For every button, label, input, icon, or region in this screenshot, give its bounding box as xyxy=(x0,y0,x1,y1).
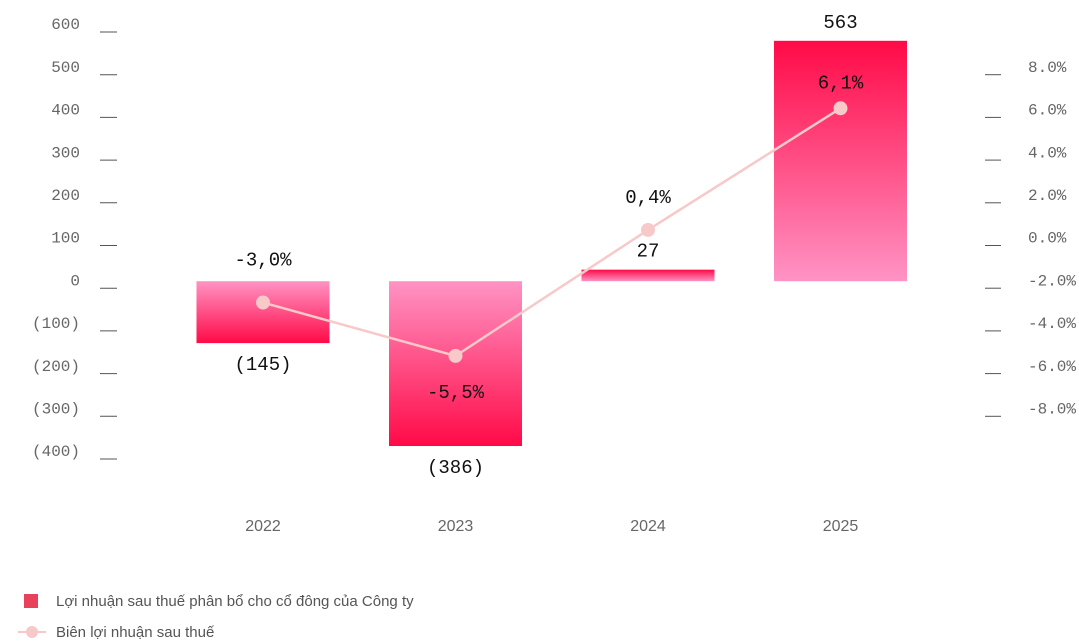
y2-tick-label: -8.0% xyxy=(1028,401,1076,419)
legend-label: Lợi nhuận sau thuế phân bổ cho cổ đông c… xyxy=(56,593,414,610)
y-tick-label: 0 xyxy=(70,272,80,290)
y2-tick-label: 2.0% xyxy=(1028,187,1067,205)
y2-tick-label: 8.0% xyxy=(1028,59,1067,77)
legend-marker xyxy=(26,626,38,638)
x-tick-label: 2023 xyxy=(438,518,474,535)
legend-label: Biên lợi nhuận sau thuế xyxy=(56,624,215,641)
bar xyxy=(196,281,330,344)
data-label: (386) xyxy=(427,457,484,479)
y2-tick-label: -2.0% xyxy=(1028,272,1076,290)
data-label: 563 xyxy=(823,12,857,34)
y-tick-label: 500 xyxy=(51,59,80,77)
data-label: -5,5% xyxy=(427,382,485,404)
y2-tick-label: -6.0% xyxy=(1028,358,1076,376)
y-tick-label: 200 xyxy=(51,187,80,205)
data-label: 27 xyxy=(637,241,660,263)
bar xyxy=(774,40,907,282)
x-tick-label: 2024 xyxy=(630,518,666,535)
line-marker xyxy=(256,295,270,310)
y-tick-label: 300 xyxy=(51,144,80,162)
y2-tick-label: 0.0% xyxy=(1028,230,1067,248)
y2-tick-label: 4.0% xyxy=(1028,144,1067,162)
y2-tick-label: 6.0% xyxy=(1028,102,1067,120)
y-tick-label: (400) xyxy=(32,443,80,461)
y-tick-label: 600 xyxy=(51,16,80,34)
data-label: 6,1% xyxy=(818,72,864,94)
y-tick-label: (100) xyxy=(32,315,80,333)
bar xyxy=(581,269,715,282)
y2-tick-label: -4.0% xyxy=(1028,315,1076,333)
y-tick-label: 100 xyxy=(51,230,80,248)
data-label: -3,0% xyxy=(234,250,292,272)
x-tick-label: 2022 xyxy=(245,518,281,535)
y-tick-label: 400 xyxy=(51,102,80,120)
line xyxy=(262,107,842,358)
bar xyxy=(389,281,522,447)
legend-swatch xyxy=(24,594,38,608)
data-label: (145) xyxy=(234,354,291,376)
y-tick-label: (300) xyxy=(32,401,80,419)
line-marker xyxy=(448,348,463,363)
line-marker xyxy=(641,222,655,237)
data-label: 0,4% xyxy=(625,187,671,209)
y-tick-label: (200) xyxy=(32,358,80,376)
line-marker xyxy=(833,101,848,116)
x-tick-label: 2025 xyxy=(823,518,859,535)
